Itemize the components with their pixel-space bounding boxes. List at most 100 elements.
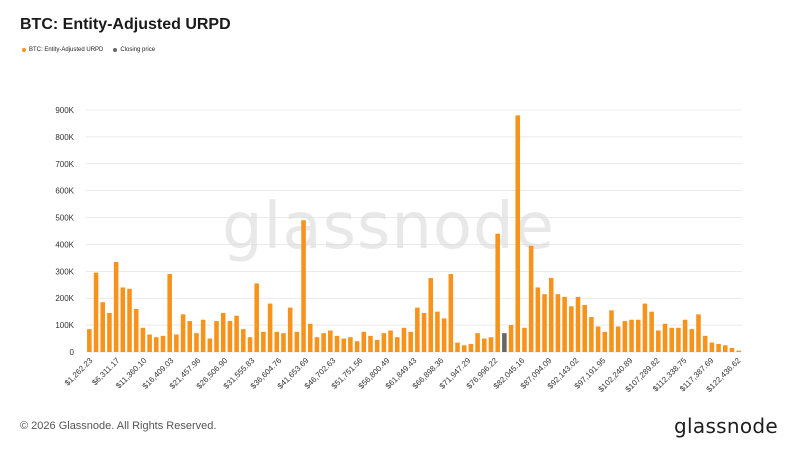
urpd-bar <box>589 317 594 352</box>
urpd-bar <box>609 310 614 352</box>
urpd-bar <box>415 307 420 352</box>
urpd-bar <box>676 327 681 352</box>
urpd-bar <box>622 321 628 352</box>
urpd-bar <box>87 329 92 352</box>
urpd-bar <box>334 335 340 352</box>
urpd-bar <box>635 319 641 352</box>
urpd-bar <box>582 304 587 352</box>
urpd-bar <box>274 331 280 352</box>
urpd-bar <box>722 345 728 352</box>
urpd-bar <box>281 333 286 352</box>
urpd-bar <box>629 319 634 352</box>
urpd-bar <box>656 330 661 352</box>
urpd-bar <box>542 294 547 352</box>
urpd-bar <box>522 327 527 352</box>
urpd-bar <box>394 337 400 352</box>
urpd-bar <box>361 331 367 352</box>
urpd-bar <box>602 331 608 352</box>
copyright-text: © 2026 Glassnode. All Rights Reserved. <box>20 420 217 432</box>
urpd-bar <box>214 321 219 352</box>
urpd-bar <box>441 318 447 352</box>
urpd-bar <box>180 314 186 352</box>
urpd-bar <box>187 321 193 352</box>
y-tick-label: 500K <box>55 214 74 223</box>
legend-item-urpd[interactable]: BTC: Entity-Adjusted URPD <box>22 47 103 53</box>
urpd-bar <box>562 296 567 352</box>
urpd-bar <box>468 343 474 352</box>
urpd-bar <box>408 331 413 352</box>
y-tick-label: 700K <box>55 160 74 169</box>
legend-label-closing-price: Closing price <box>120 47 156 53</box>
y-tick-label: 200K <box>55 294 74 303</box>
urpd-bar <box>234 315 239 352</box>
legend-label-urpd: BTC: Entity-Adjusted URPD <box>29 47 104 53</box>
urpd-bar <box>495 233 500 352</box>
urpd-bar <box>254 283 259 352</box>
urpd-bar <box>528 245 534 352</box>
urpd-bar <box>127 288 132 352</box>
urpd-bar <box>294 331 300 352</box>
legend-item-closing-price[interactable]: Closing price <box>113 47 155 53</box>
urpd-bar <box>307 323 313 352</box>
chart-title: BTC: Entity-Adjusted URPD <box>20 16 231 33</box>
urpd-bar <box>548 278 554 352</box>
urpd-bar <box>174 334 179 352</box>
urpd-bar <box>736 350 741 352</box>
urpd-bar <box>113 261 119 352</box>
urpd-bar <box>348 337 353 352</box>
urpd-bar <box>535 287 541 352</box>
urpd-bar <box>160 335 166 352</box>
y-tick-label: 100K <box>55 321 74 330</box>
urpd-bar <box>702 335 708 352</box>
urpd-bar <box>287 307 293 352</box>
urpd-bar <box>696 314 701 352</box>
y-tick-label: 400K <box>55 240 74 249</box>
y-tick-label: 900K <box>55 106 74 115</box>
y-tick-label: 300K <box>55 267 74 276</box>
urpd-bar <box>662 323 668 352</box>
urpd-bar <box>575 296 581 352</box>
urpd-bar <box>167 274 172 352</box>
urpd-bar <box>368 335 373 352</box>
urpd-bar <box>689 329 695 352</box>
urpd-bar <box>133 308 139 352</box>
y-tick-label: 600K <box>55 187 74 196</box>
urpd-bar <box>381 333 387 352</box>
urpd-bar <box>595 326 601 352</box>
urpd-bar <box>448 274 454 352</box>
urpd-bar <box>107 313 112 352</box>
legend-dot-closing-icon <box>113 48 118 52</box>
urpd-bar <box>261 331 266 352</box>
urpd-bar <box>200 319 206 352</box>
closing-price-bar <box>502 333 507 352</box>
urpd-bar <box>301 220 306 352</box>
urpd-bar <box>455 342 460 352</box>
urpd-bar <box>515 115 521 352</box>
urpd-bar <box>421 313 427 352</box>
urpd-bar <box>388 330 393 352</box>
urpd-bar <box>321 333 326 352</box>
urpd-bar <box>642 303 648 352</box>
urpd-bar <box>709 342 715 352</box>
legend: BTC: Entity-Adjusted URPD Closing price <box>22 47 155 53</box>
urpd-bar <box>354 341 360 352</box>
urpd-bar <box>649 311 654 352</box>
urpd-bar <box>328 330 333 352</box>
urpd-bar <box>341 338 346 352</box>
urpd-bar <box>508 325 514 352</box>
urpd-bar <box>93 272 99 352</box>
urpd-bar <box>267 303 273 352</box>
urpd-bar <box>120 287 126 352</box>
urpd-bar <box>488 337 494 352</box>
urpd-bar <box>555 294 561 352</box>
urpd-bar <box>729 347 735 352</box>
urpd-bar <box>241 329 246 352</box>
urpd-bar <box>461 345 467 352</box>
urpd-bar <box>147 334 152 352</box>
glassnode-logo[interactable]: glassnode <box>674 414 778 438</box>
urpd-bar <box>428 278 434 352</box>
urpd-bar <box>669 327 674 352</box>
urpd-bar <box>682 319 688 352</box>
urpd-bar <box>374 339 380 352</box>
